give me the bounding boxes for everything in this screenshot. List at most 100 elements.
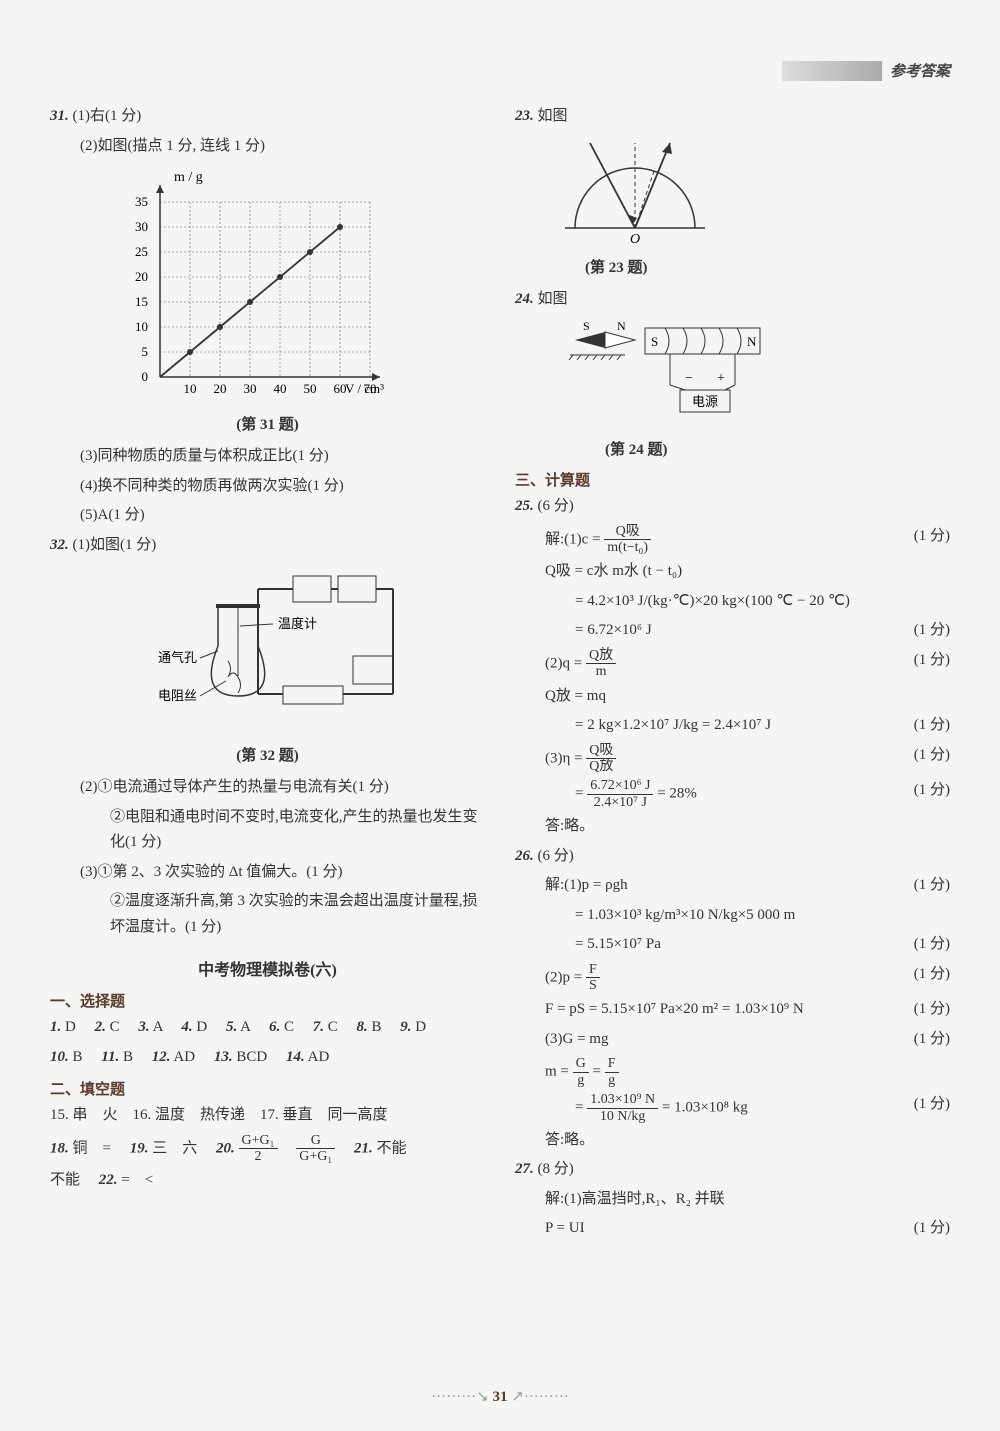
page-header: 参考答案	[782, 60, 950, 81]
q26-l4-den: S	[586, 978, 600, 993]
q20-frac1: G+G₁2	[239, 1133, 278, 1165]
footer-deco-left: ·········↘	[431, 1389, 492, 1405]
ytick-7: 35	[135, 194, 148, 209]
q26-l7-mid: =	[593, 1064, 601, 1080]
q18a: 铜 =	[73, 1140, 111, 1156]
q24-caption: (第 24 题)	[515, 438, 950, 459]
q25-l7-sc: (1 分)	[914, 713, 950, 739]
q32-p3: (3)①第 2、3 次实验的 Δt 值偏大。(1 分)	[50, 860, 485, 886]
mc12n: 12.	[152, 1049, 171, 1065]
q26-l7-den2: g	[605, 1073, 619, 1088]
mc11a: B	[123, 1049, 133, 1065]
q31-line1: 31. (1)右(1 分)	[50, 104, 485, 130]
q25-l4-sc: (1 分)	[914, 618, 950, 644]
page-number: 31	[493, 1389, 508, 1405]
q31-number: 31.	[50, 108, 69, 124]
xtick-3: 40	[274, 381, 287, 396]
mc2a: C	[110, 1019, 120, 1035]
q19n: 19.	[130, 1140, 149, 1156]
q26-l6: (3)G = mg (1 分)	[515, 1027, 950, 1053]
q21n: 21.	[354, 1140, 373, 1156]
graph-ylabel: m / g	[174, 170, 203, 185]
q25-l1-num: Q吸	[604, 524, 651, 540]
mc7a: C	[328, 1019, 338, 1035]
ytick-4: 20	[135, 269, 148, 284]
q26-l5-sc: (1 分)	[914, 997, 950, 1023]
mc6a: C	[284, 1019, 294, 1035]
label-wire: 电阻丝	[158, 688, 197, 703]
q25-pts: (6 分)	[538, 498, 574, 514]
q25-l5-den: m	[586, 664, 616, 679]
q31-caption: (第 31 题)	[50, 413, 485, 434]
label-temp: 温度计	[278, 616, 317, 631]
graph-xlabel: V / cm³	[345, 381, 384, 396]
q25-l1-pre: 解:(1)c =	[545, 531, 601, 547]
q27-head: 27. (8 分)	[515, 1157, 950, 1183]
sec1-title: 一、选择题	[50, 990, 485, 1011]
q24-power: 电源	[692, 394, 718, 409]
q25-l9-sc: (1 分)	[914, 778, 950, 804]
ytick-0: 0	[142, 369, 149, 384]
q20-frac2: GG+G₁	[296, 1133, 335, 1165]
mc13a: BCD	[236, 1049, 267, 1065]
footer-deco-right: ↗·········	[511, 1389, 569, 1405]
mc3n: 3.	[138, 1019, 149, 1035]
q26-l8-sc: (1 分)	[914, 1092, 950, 1118]
q24-S2: S	[651, 334, 658, 349]
header-decoration	[782, 61, 882, 81]
q25-l7-text: = 2 kg×1.2×10⁷ J/kg = 2.4×10⁷ J	[575, 717, 771, 733]
q31-graph: m / g 0 5	[110, 167, 485, 407]
q23-O: O	[630, 232, 640, 247]
mc-row2: 10. B 11. B 12. AD 13. BCD 14. AD	[50, 1045, 485, 1071]
q26-l7-num2: F	[605, 1056, 619, 1072]
fb-r2: 18. 铜 = 19. 三 六 20. G+G₁2 GG+G₁ 21. 不能	[50, 1133, 485, 1165]
q25-l5-sc: (1 分)	[914, 648, 950, 674]
mc1a: D	[65, 1019, 76, 1035]
ytick-5: 25	[135, 244, 148, 259]
mc10n: 10.	[50, 1049, 69, 1065]
q25-l8-den: Q放	[586, 759, 616, 774]
q20f2d: G+G₁	[296, 1149, 335, 1164]
q31-p2: (2)如图(描点 1 分, 连线 1 分)	[50, 134, 485, 160]
q26-l7-den: g	[573, 1073, 589, 1088]
q24-N1: N	[617, 320, 626, 333]
ytick-6: 30	[135, 219, 148, 234]
q25-l9-frac: 6.72×10⁶ J2.4×10⁷ J	[587, 778, 653, 810]
q20f2n: G	[296, 1133, 335, 1149]
xtick-4: 50	[304, 381, 317, 396]
ytick-3: 15	[135, 294, 148, 309]
q25-l9-post: = 28%	[657, 786, 697, 802]
fb-r1: 15. 串 火 16. 温度 热传递 17. 垂直 同一高度	[50, 1103, 485, 1129]
q25-l8-sc: (1 分)	[914, 743, 950, 769]
ytick-1: 5	[142, 344, 149, 359]
q31-p4: (4)换不同种类的物质再做两次实验(1 分)	[50, 474, 485, 500]
mc4n: 4.	[181, 1019, 192, 1035]
mc10a: B	[73, 1049, 83, 1065]
q26-l7-f2: Fg	[605, 1056, 619, 1088]
q31-graph-svg: m / g 0 5	[110, 167, 390, 407]
q23-caption: (第 23 题)	[515, 256, 950, 277]
mc2n: 2.	[95, 1019, 106, 1035]
q26-l8-num: 1.03×10⁹ N	[587, 1092, 658, 1108]
q26-l8-den: 10 N/kg	[587, 1109, 658, 1124]
q21a: 不能	[377, 1140, 407, 1156]
q24-neg: −	[685, 371, 693, 386]
q25-l2: Q吸 = c水 m水 (t − t₀)	[515, 559, 950, 585]
q25-l9-pre: =	[575, 786, 583, 802]
q25-l8-num: Q吸	[586, 743, 616, 759]
q23-diagram: O	[555, 138, 715, 248]
mc8a: B	[372, 1019, 382, 1035]
q26-ans: 答:略。	[515, 1128, 950, 1154]
header-label: 参考答案	[890, 60, 950, 81]
mc14a: AD	[308, 1049, 330, 1065]
q20f1n: G+G₁	[239, 1133, 278, 1149]
q31-p5: (5)A(1 分)	[50, 503, 485, 529]
content-columns: 31. (1)右(1 分) (2)如图(描点 1 分, 连线 1 分) m / …	[50, 100, 950, 1246]
q27-l2-text: P = UI	[545, 1220, 585, 1236]
q26-l8-post: = 1.03×10⁸ kg	[662, 1100, 748, 1116]
q26-number: 26.	[515, 848, 534, 864]
q26-l4: (2)p = FS (1 分)	[515, 962, 950, 994]
mc5a: A	[240, 1019, 250, 1035]
xtick-2: 30	[244, 381, 257, 396]
ytick-2: 10	[135, 319, 148, 334]
